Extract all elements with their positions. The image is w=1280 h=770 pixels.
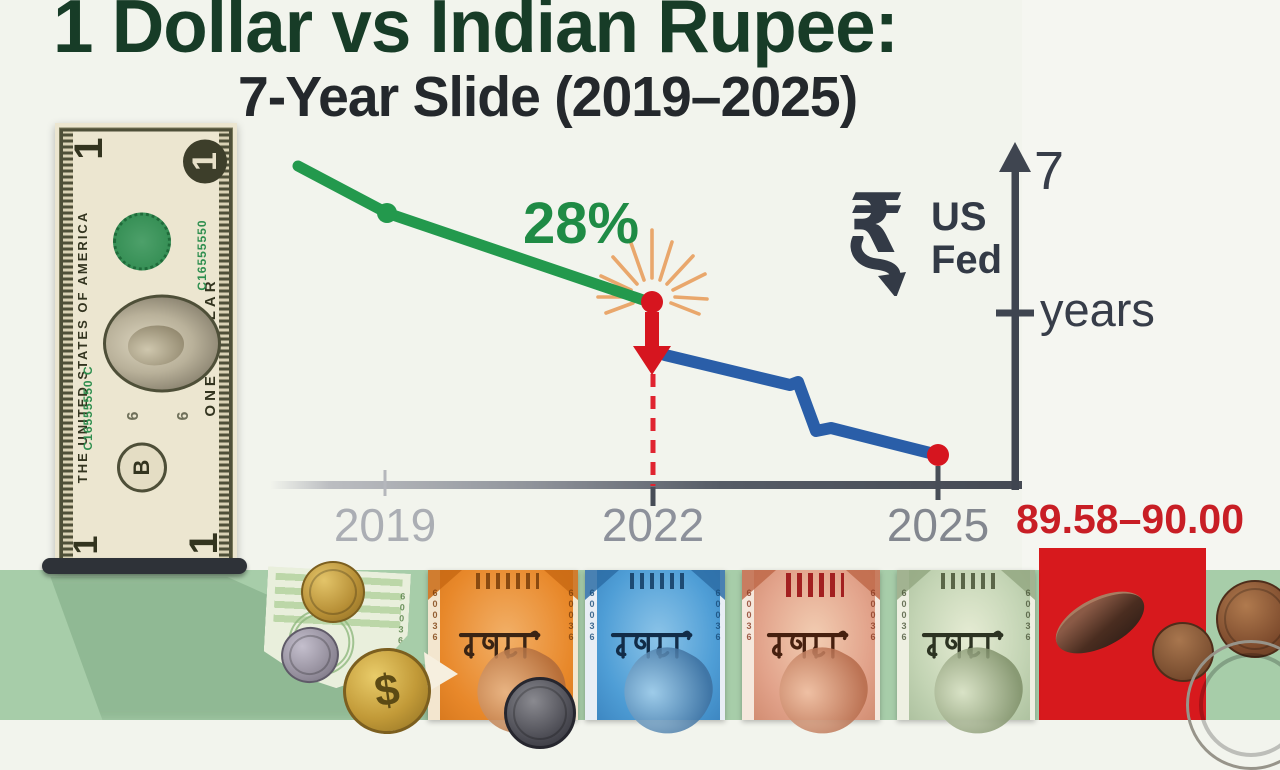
right-background-panel (1022, 0, 1280, 570)
bill-stand (42, 558, 247, 574)
note-serial-column: 60036 (899, 588, 909, 643)
coin-ring (309, 569, 357, 615)
bill-border-pattern-top (63, 131, 73, 562)
page-title: 1 Dollar vs Indian Rupee: (53, 0, 899, 68)
y-axis-arrowhead (999, 142, 1031, 172)
note-serial-column: 60036 (587, 588, 597, 643)
bill-numeral-1: 1 (67, 137, 111, 160)
dollar-bill: THE UNITED STATES OF AMERICA ONE DOLLAR … (55, 123, 237, 570)
us-fed-line2: Fed (931, 238, 1003, 283)
y-axis-tick-label: years (1040, 283, 1155, 336)
rupee-note-salmon: 60036 60036 (742, 570, 882, 750)
bill-numeral-6: 6 (175, 411, 192, 420)
note-serial-column: 60036 (430, 588, 440, 643)
x-tick-2022 (650, 487, 656, 506)
serial-number: C16555550 C (81, 364, 95, 450)
rupee-arrow-icon (850, 236, 906, 296)
dark-coin (504, 677, 576, 749)
burst-icon (596, 228, 709, 316)
bill-numeral-6: 6 (125, 411, 142, 420)
dollar-sign: $ (371, 664, 403, 717)
treasury-seal-icon (113, 212, 171, 270)
end-range-label: 89.58–90.00 (1016, 496, 1245, 542)
drop-percent-label: 28% (523, 191, 640, 256)
serial-number-2: C16555550 (195, 219, 209, 291)
rupee-down-icon: ₹ (848, 184, 906, 296)
note-serial-column: 60036 (713, 588, 723, 643)
x-tick-2019 (383, 470, 387, 496)
coin-ring (1199, 653, 1280, 757)
dollar-bill-face: THE UNITED STATES OF AMERICA ONE DOLLAR … (55, 123, 237, 570)
x-axis (270, 481, 1022, 489)
bill-top-text: THE UNITED STATES OF AMERICA (75, 210, 90, 483)
y-axis-top-label: 7 (1034, 141, 1065, 201)
bill-numeral-1: 1 (182, 531, 226, 554)
x-label-2022: 2022 (601, 499, 705, 551)
coin-ring (513, 686, 567, 740)
rupee-note-blue: 60036 60036 (585, 570, 727, 750)
note-top-marks (786, 573, 845, 597)
y-axis (1011, 165, 1019, 490)
note-serial-column: 60036 (566, 588, 576, 643)
coin-ring (284, 630, 336, 680)
note-top-marks (941, 573, 1000, 589)
rupee-note-pale-green: 60036 60036 (897, 570, 1037, 750)
exchange-rate-chart (270, 142, 1034, 506)
page-subtitle: 7-Year Slide (2019–2025) (238, 65, 858, 129)
gold-coin-small (301, 561, 365, 623)
x-tick-2025 (935, 466, 941, 500)
y-axis-tick (996, 309, 1034, 317)
us-fed-label: US Fed (931, 195, 1003, 283)
note-top-marks (629, 573, 689, 589)
bill-numeral-1: 1 (67, 535, 105, 554)
note-top-marks (476, 573, 539, 589)
portrait-head (128, 325, 184, 365)
x-label-2025: 2025 (886, 499, 990, 551)
x-label-2019: 2019 (333, 499, 437, 551)
reserve-seal: B (117, 442, 167, 492)
bill-numeral-1-medallion: 1 (183, 139, 227, 183)
note-serial-column: 60036 (1023, 588, 1033, 643)
us-fed-line1: US (931, 195, 987, 239)
washington-portrait (103, 294, 221, 392)
note-serial-column: 60036 (868, 588, 878, 643)
note-serial-column: 60036 (744, 588, 754, 643)
